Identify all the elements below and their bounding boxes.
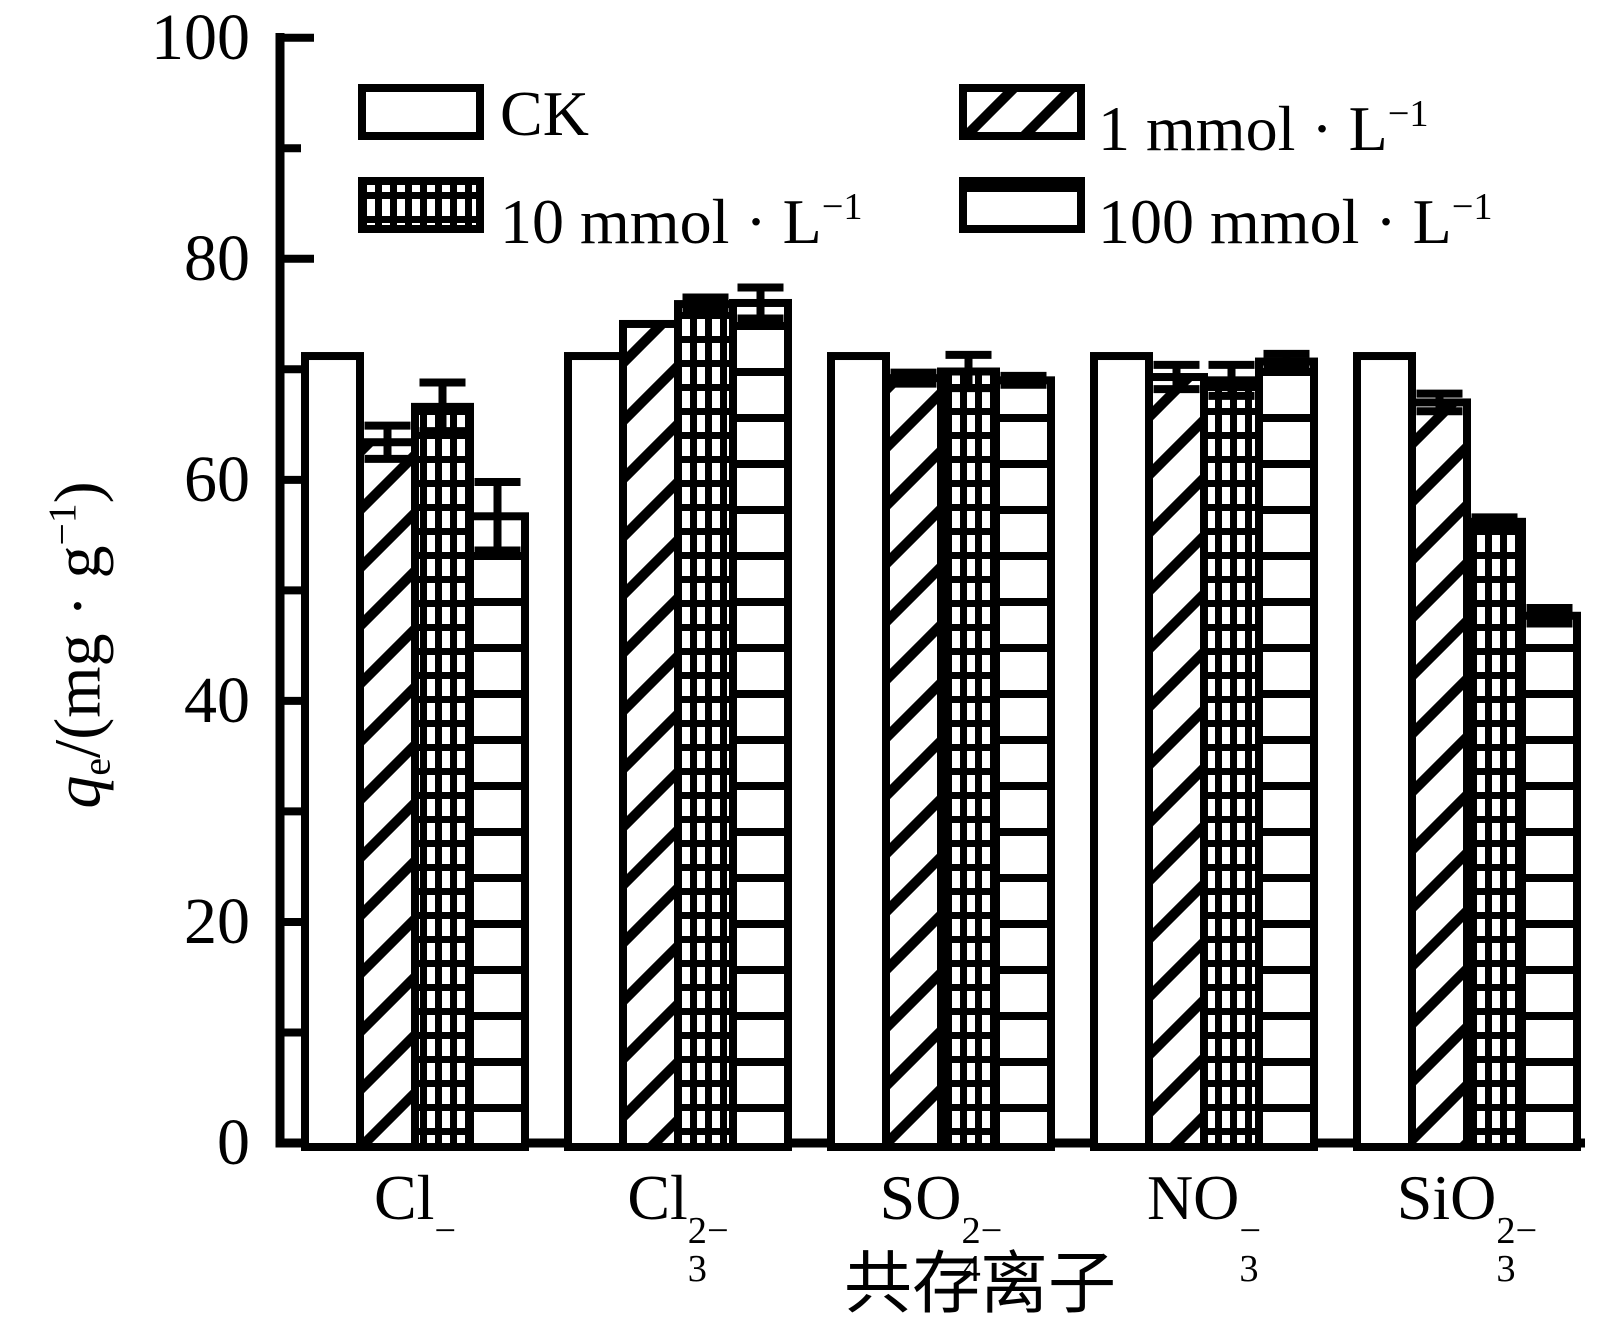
- bar-s1-c0: [356, 438, 419, 1151]
- legend-label-1: 1 mmol · L−1: [1098, 92, 1429, 164]
- bar-s3-c2: [992, 376, 1055, 1151]
- bar-s3-c3: [1255, 357, 1318, 1151]
- legend-swatch-2: [358, 177, 484, 233]
- y-tick-label-80: 80: [184, 221, 250, 295]
- bar-s3-c1: [729, 298, 792, 1151]
- y-tick-label-20: 20: [184, 884, 250, 958]
- y-tick-label-60: 60: [184, 442, 250, 516]
- bar-s0-c1: [564, 352, 627, 1151]
- bar-s3-c4: [1518, 611, 1581, 1151]
- y-tick-label-0: 0: [217, 1106, 250, 1179]
- legend-label-2: 10 mmol · L−1: [500, 185, 863, 257]
- bar-s3-c0: [466, 512, 529, 1151]
- bar-s2-c3: [1200, 376, 1263, 1151]
- bar-s1-c1: [619, 319, 682, 1151]
- bar-s0-c3: [1090, 352, 1153, 1151]
- bar-s0-c2: [827, 352, 890, 1151]
- y-tick-label-100: 100: [151, 0, 250, 74]
- legend-label-0: CK: [500, 78, 589, 149]
- x-category-label-2: SO 2− 4: [879, 1162, 1003, 1291]
- bar-s2-c0: [411, 402, 474, 1152]
- bar-s2-c4: [1463, 517, 1526, 1151]
- y-axis-title: qe/(mg · g−1): [40, 481, 119, 809]
- legend-swatch-0: [358, 84, 484, 140]
- bar-s2-c1: [674, 300, 737, 1152]
- bar-s1-c4: [1408, 398, 1471, 1152]
- x-category-label-0: Cl −: [373, 1162, 457, 1252]
- bar-s1-c2: [882, 374, 945, 1151]
- bar-s1-c3: [1145, 373, 1208, 1151]
- legend-swatch-3: [959, 177, 1085, 233]
- x-category-label-3: NO −3: [1146, 1162, 1262, 1291]
- bar-s0-c0: [301, 352, 364, 1151]
- x-category-label-1: Cl 2− 3: [627, 1162, 729, 1291]
- x-category-label-4: SiO 2− 3: [1396, 1162, 1538, 1291]
- y-tick-label-40: 40: [184, 663, 250, 737]
- legend-swatch-1: [959, 84, 1085, 140]
- legend-label-3: 100 mmol · L−1: [1098, 185, 1493, 257]
- bar-s0-c4: [1353, 352, 1416, 1151]
- bar-s2-c2: [937, 367, 1000, 1151]
- x-axis-title: 共存离子: [843, 1246, 1116, 1322]
